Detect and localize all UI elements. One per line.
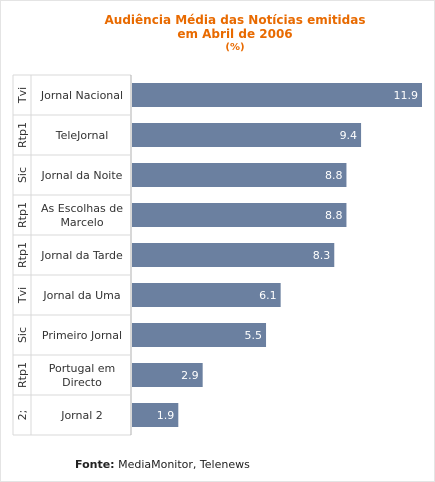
group-label: Tvi (16, 287, 29, 304)
data-label: 11.9 (394, 89, 419, 102)
category-label: Jornal Nacional (40, 89, 123, 102)
bar (132, 163, 347, 187)
category-label: Jornal 2 (60, 409, 103, 422)
bar-chart: Tvi Jornal Nacional 11.9 Rtp1 TeleJornal 9.4 S… (12, 74, 422, 436)
data-label: 8.8 (325, 209, 343, 222)
bar (132, 243, 335, 267)
group-label: Rtp1 (16, 202, 29, 228)
bar (132, 363, 203, 387)
category-label: Directo (62, 376, 102, 389)
group-label: Sic (16, 327, 29, 343)
group-label: Tvi (16, 87, 29, 104)
group-label: Rtp1 (16, 362, 29, 388)
data-label: 2.9 (181, 369, 199, 382)
bar (132, 323, 267, 347)
category-label: Marcelo (60, 216, 103, 229)
category-label: As Escolhas de (41, 202, 123, 215)
data-label: 1.9 (157, 409, 175, 422)
category-label: Primeiro Jornal (42, 329, 122, 342)
category-label: Portugal em (49, 362, 116, 375)
chart-title: Audiência Média das Notícias emitidas (104, 13, 366, 27)
group-label: 2; (16, 410, 29, 421)
source-note: Fonte: MediaMonitor, Telenews (75, 458, 250, 471)
category-label: Jornal da Tarde (40, 249, 123, 262)
bar (132, 123, 362, 147)
category-label: TeleJornal (55, 129, 109, 142)
group-label: Rtp1 (16, 242, 29, 268)
category-label: Jornal da Uma (42, 289, 120, 302)
data-label: 9.4 (340, 129, 358, 142)
category-label: Jornal da Noite (41, 169, 123, 182)
data-label: 8.8 (325, 169, 343, 182)
bar (132, 203, 347, 227)
data-label: 6.1 (259, 289, 277, 302)
source-label: Fonte: (75, 458, 115, 471)
data-label: 8.3 (313, 249, 331, 262)
bar (132, 83, 422, 107)
source-text: MediaMonitor, Telenews (114, 458, 250, 471)
bar (132, 403, 179, 427)
data-label: 5.5 (245, 329, 263, 342)
chart-title-line2: em Abril de 2006 (177, 27, 293, 41)
group-label: Sic (16, 167, 29, 183)
bar (132, 283, 281, 307)
group-label: Rtp1 (16, 122, 29, 148)
chart-subtitle: (%) (225, 42, 245, 53)
